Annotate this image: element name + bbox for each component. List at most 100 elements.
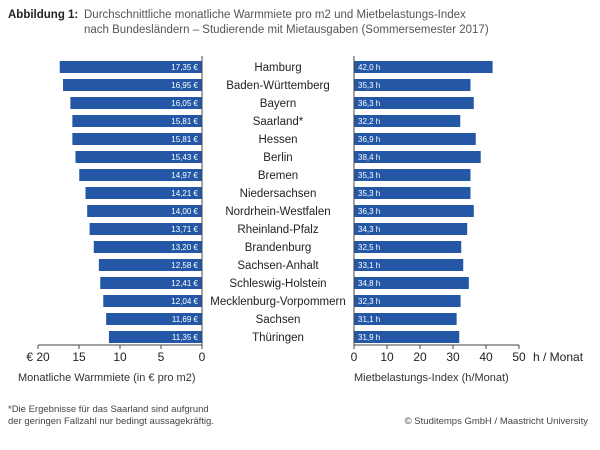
rent-value-label-11: 12,58 € (171, 261, 198, 270)
rent-value-label-5: 15,43 € (171, 153, 198, 162)
burden-bar-8 (354, 205, 474, 217)
burden-value-label-4: 36,9 h (358, 135, 380, 144)
burden-bar-1 (354, 79, 471, 91)
burden-value-label-6: 35,3 h (358, 171, 380, 180)
rent-bar-11 (98, 259, 202, 271)
state-label-2: Bayern (260, 98, 296, 110)
state-label-12: Schleswig-Holstein (229, 278, 326, 290)
burden-bar-2 (354, 97, 474, 109)
state-label-14: Sachsen (256, 314, 301, 326)
rent-value-label-14: 11,69 € (172, 315, 199, 324)
state-label-1: Baden-Württemberg (226, 80, 330, 92)
burden-bar-12 (354, 277, 469, 289)
burden-bar-13 (354, 295, 461, 307)
burden-value-label-5: 38,4 h (358, 153, 380, 162)
burden-unit-label: h / Monat (533, 350, 584, 364)
rent-bar-6 (79, 169, 202, 181)
burden-value-label-9: 34,3 h (358, 225, 380, 234)
rent-bar-5 (75, 151, 202, 163)
state-label-9: Rheinland-Pfalz (237, 224, 318, 236)
rent-bar-2 (70, 97, 202, 109)
state-label-15: Thüringen (252, 332, 304, 344)
rent-bar-15 (108, 331, 202, 343)
state-label-11: Sachsen-Anhalt (237, 260, 319, 272)
burden-bar-5 (354, 151, 481, 163)
burden-value-label-7: 35,3 h (358, 189, 380, 198)
burden-bar-0 (354, 61, 493, 73)
footnote: *Die Ergebnisse für das Saarland sind au… (8, 404, 214, 428)
rent-value-label-2: 16,05 € (171, 99, 198, 108)
rent-bar-7 (85, 187, 202, 199)
burden-bar-4 (354, 133, 476, 145)
rent-tick-label-3: 5 (158, 350, 165, 364)
rent-bar-12 (100, 277, 202, 289)
burden-tick-label-4: 40 (479, 350, 493, 364)
rent-value-label-9: 13,71 € (171, 225, 198, 234)
state-label-3: Saarland* (253, 116, 304, 128)
state-label-6: Bremen (258, 170, 298, 182)
state-label-10: Brandenburg (245, 242, 312, 254)
burden-value-label-10: 32,5 h (358, 243, 380, 252)
rent-bar-10 (93, 241, 202, 253)
burden-bar-7 (354, 187, 471, 199)
rent-value-label-1: 16,95 € (171, 81, 198, 90)
state-label-13: Mecklenburg-Vorpommern (210, 296, 346, 308)
rent-value-label-8: 14,00 € (171, 207, 198, 216)
burden-value-label-15: 31,9 h (358, 333, 380, 342)
rent-value-label-10: 13,20 € (171, 243, 198, 252)
rent-bar-0 (59, 61, 203, 73)
rent-value-label-0: 17,35 € (171, 63, 198, 72)
burden-tick-label-3: 30 (446, 350, 460, 364)
rent-value-label-13: 12,04 € (171, 297, 198, 306)
burden-value-label-2: 36,3 h (358, 99, 380, 108)
rent-tick-label-4: 0 (199, 350, 206, 364)
state-label-4: Hessen (259, 134, 298, 146)
rent-value-label-3: 15,81 € (171, 117, 198, 126)
burden-value-label-1: 35,3 h (358, 81, 380, 90)
left-axis-title: Monatliche Warmmiete (in € pro m2) (18, 372, 196, 384)
burden-value-label-8: 36,3 h (358, 207, 380, 216)
burden-tick-label-0: 0 (351, 350, 358, 364)
right-axis-title: Mietbelastungs-Index (h/Monat) (354, 372, 509, 384)
burden-value-label-3: 32,2 h (358, 117, 380, 126)
burden-bar-11 (354, 259, 464, 271)
rent-value-label-6: 14,97 € (171, 171, 198, 180)
rent-bar-13 (103, 295, 202, 307)
burden-value-label-0: 42,0 h (358, 63, 380, 72)
burden-tick-label-5: 50 (512, 350, 526, 364)
rent-bar-3 (72, 115, 202, 127)
burden-value-label-14: 31,1 h (358, 315, 380, 324)
burden-tick-label-1: 10 (380, 350, 394, 364)
rent-bar-14 (106, 313, 202, 325)
rent-value-label-4: 15,81 € (171, 135, 198, 144)
burden-bar-15 (354, 331, 460, 343)
rent-value-label-12: 12,41 € (171, 279, 198, 288)
figure-number: Abbildung 1: (8, 9, 79, 21)
burden-bar-14 (354, 313, 457, 325)
footnote-line-2: der geringen Fallzahl nur bedingt aussag… (8, 416, 214, 427)
burden-value-label-12: 34,8 h (358, 279, 380, 288)
burden-tick-label-2: 20 (413, 350, 427, 364)
burden-value-label-11: 33,1 h (358, 261, 380, 270)
burden-bar-9 (354, 223, 468, 235)
rent-bar-1 (63, 79, 203, 91)
rent-value-label-7: 14,21 € (171, 189, 198, 198)
state-label-8: Nordrhein-Westfalen (225, 206, 330, 218)
burden-bar-10 (354, 241, 462, 253)
state-label-5: Berlin (263, 152, 292, 164)
title-line-1: Durchschnittliche monatliche Warmmiete p… (84, 9, 466, 21)
state-label-7: Niedersachsen (240, 188, 317, 200)
rent-tick-label-2: 10 (113, 350, 127, 364)
footnote-line-1: *Die Ergebnisse für das Saarland sind au… (8, 404, 209, 415)
rent-bar-9 (89, 223, 202, 235)
burden-bar-3 (354, 115, 461, 127)
burden-bar-6 (354, 169, 471, 181)
burden-value-label-13: 32,3 h (358, 297, 380, 306)
rent-bar-8 (87, 205, 202, 217)
rent-tick-label-0: € 20 (26, 350, 50, 364)
rent-value-label-15: 11,35 € (172, 333, 199, 342)
rent-tick-label-1: 15 (72, 350, 86, 364)
title-line-2: nach Bundesländern – Studierende mit Mie… (84, 24, 489, 36)
copyright: © Studitemps GmbH / Maastricht Universit… (404, 416, 588, 427)
